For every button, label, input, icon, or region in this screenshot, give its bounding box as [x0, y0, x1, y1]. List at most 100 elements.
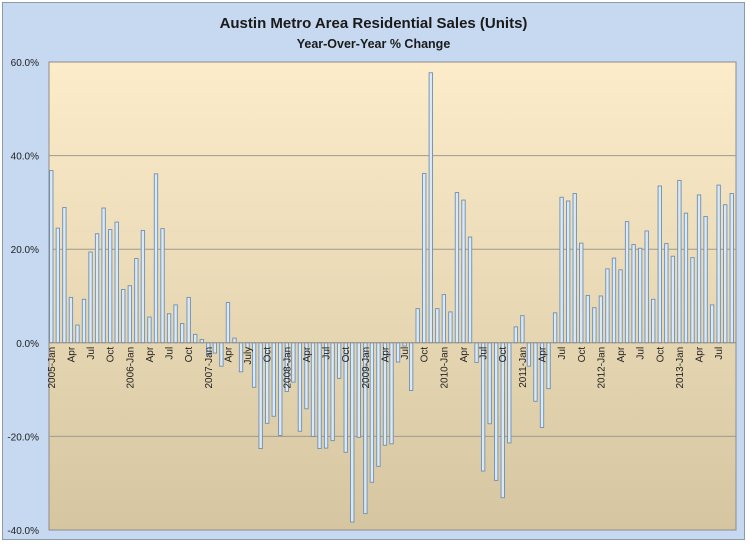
bar: Oct: 24.2%: [108, 229, 113, 344]
x-tick-label: Jul: [557, 347, 568, 360]
bar: Sep: 28.8%: [101, 207, 106, 344]
bar: Feb: 15.8%: [605, 268, 610, 344]
bar: Nov: 10.1%: [585, 295, 590, 344]
bar: Apr: 30.5%: [461, 199, 466, 344]
x-tick-label: Jul: [714, 347, 725, 360]
x-tick-label: 2013-Jan: [675, 347, 686, 389]
chart-title: Austin Metro Area Residential Sales (Uni…: [219, 15, 528, 32]
bar: 2005-Jan: 36.8%: [49, 170, 54, 344]
bar: Jul: 31.1%: [559, 196, 564, 344]
bar: Sep: 7.3%: [415, 308, 420, 344]
bar: 2006-Jan: 12.2%: [127, 285, 132, 344]
y-axis: -40.0% -20.0% 0.0% 20.0% 40.0% 60.0%: [7, 58, 39, 537]
x-tick-label: Apr: [66, 346, 77, 362]
bar: Apr: 8.6%: [225, 302, 231, 344]
bar: Jun: 6.4%: [552, 312, 558, 344]
bar: Mar: 28.9%: [62, 207, 67, 344]
bar: May: 36.1%: [153, 173, 159, 344]
y-tick-label: -20.0%: [7, 432, 39, 443]
bar: 2011-Jan: 5.8%: [520, 315, 525, 344]
bar: Oct: 21.3%: [579, 242, 584, 344]
bar: Dec: 7.5%: [592, 307, 597, 344]
x-axis: 2005-Jan Apr Jul Oct 2006-Jan Apr Jul Oct 2007-J…: [47, 346, 725, 388]
x-tick-label: Apr: [538, 346, 549, 362]
bar: Sep: 31.9%: [729, 193, 734, 344]
y-tick-label: 40.0%: [11, 152, 39, 163]
bar: Jul: 20.2%: [638, 247, 643, 344]
x-tick-label: Apr: [616, 346, 627, 362]
bar: Apr: 5.5%: [147, 316, 152, 344]
x-tick-label: 2005-Jan: [47, 347, 58, 389]
x-tick-label: Oct: [420, 347, 431, 363]
x-tick-label: Apr: [459, 346, 470, 362]
x-tick-label: Apr: [381, 346, 392, 362]
bar: Aug: 29.5%: [723, 204, 728, 344]
x-tick-label: Apr: [302, 346, 313, 362]
x-tick-label: Jul: [479, 347, 490, 360]
x-tick-label: Oct: [341, 347, 352, 363]
bar: Dec: 3.4%: [513, 326, 518, 344]
x-tick-label: 2006-Jan: [125, 347, 136, 389]
bar: Sep: 4.1%: [179, 323, 185, 344]
bar: May: 3.8%: [75, 324, 80, 344]
bar: Jun: 24.4%: [160, 228, 165, 344]
bar: Nov: -38.3%: [350, 342, 355, 523]
x-tick-label: Oct: [577, 347, 588, 363]
bar: Mar: 32.1%: [454, 192, 460, 344]
x-tick-label: 2009-Jan: [361, 347, 372, 389]
bar: Dec: 7.3%: [435, 308, 440, 344]
y-tick-label: 20.0%: [11, 245, 39, 256]
bar: Apr: 9.7%: [68, 296, 74, 344]
x-tick-label: Jul: [322, 347, 333, 360]
bar: Jun: 8.1%: [709, 304, 715, 344]
bar: Dec: 11.4%: [121, 289, 126, 344]
bar: Jul: -27.4%: [480, 342, 486, 472]
x-tick-label: Oct: [184, 347, 195, 363]
x-tick-label: Apr: [145, 346, 156, 362]
bar: Sep: 9.3%: [651, 298, 656, 344]
bar: May: 22.6%: [467, 236, 473, 344]
bar: Jul: 19.4%: [88, 251, 93, 344]
bar: Jul: 6.2%: [166, 313, 172, 344]
bar: Oct: 36.2%: [422, 172, 427, 344]
y-tick-label: 0.0%: [16, 339, 39, 350]
bar: Oct: -33.1%: [500, 342, 505, 499]
bar: Dec: 18.5%: [670, 255, 676, 344]
x-tick-label: Oct: [655, 347, 666, 363]
bar: Feb: 6.6%: [448, 311, 453, 344]
x-tick-label: Apr: [223, 346, 234, 362]
bar: 2013-Jan: 34.7%: [677, 179, 682, 344]
bar: Mar: 18.1%: [611, 257, 617, 344]
bar: Apr: 15.6%: [618, 269, 623, 344]
x-tick-label: 2011-Jan: [518, 347, 529, 388]
x-tick-label: Apr: [695, 346, 706, 362]
bar: Nov: 57.7%: [428, 72, 433, 344]
bar: Feb: 27.7%: [683, 212, 689, 344]
bar: Aug: 8.1%: [173, 304, 178, 344]
x-tick-label: Oct: [106, 347, 117, 363]
bar: Sep: -29.4%: [494, 342, 499, 481]
bar: Nov: 25.8%: [114, 221, 119, 344]
x-tick-label: 2008-Jan: [282, 347, 293, 389]
bar: Nov: 1.8%: [193, 333, 198, 344]
x-tick-label: Jul: [86, 347, 97, 360]
x-tick-label: July: [243, 347, 254, 365]
x-tick-label: 2007-Jan: [204, 347, 215, 389]
x-tick-label: Jul: [165, 347, 176, 360]
bar: Jul: 33.7%: [716, 184, 721, 344]
bar: Apr: 31.6%: [696, 194, 702, 344]
bar: Oct: 9.7%: [186, 296, 191, 344]
bar: May: 25.9%: [624, 221, 630, 344]
bar: 2012-Jan: 10%: [598, 295, 604, 344]
bar: Feb: 18%: [134, 258, 139, 344]
y-tick-label: -40.0%: [7, 526, 39, 537]
bar: Jun: 9.3%: [81, 298, 87, 344]
y-tick-label: 60.0%: [11, 58, 39, 69]
x-tick-label: Oct: [498, 347, 509, 363]
bar: Sep: 31.9%: [572, 193, 577, 344]
x-tick-label: Jul: [400, 347, 411, 360]
bar: Aug: 23.3%: [94, 233, 100, 344]
bar: Jun: 21%: [631, 244, 636, 344]
x-tick-label: 2010-Jan: [439, 347, 450, 389]
